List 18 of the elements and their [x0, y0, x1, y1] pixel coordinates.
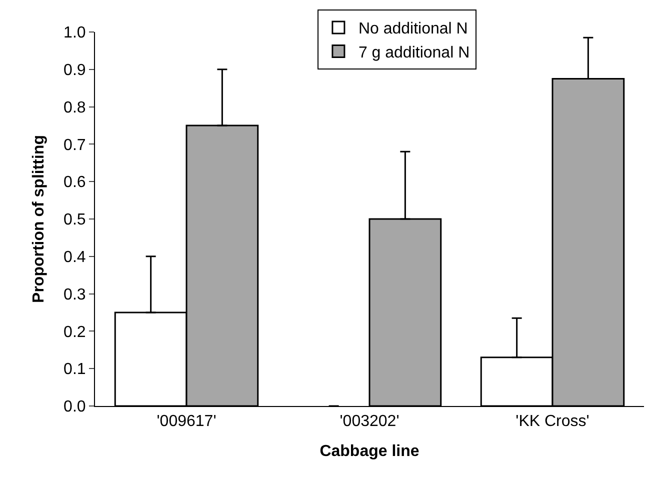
- y-tick-label: 0.7: [64, 136, 86, 154]
- x-axis-title: Cabbage line: [320, 442, 420, 460]
- y-axis-title: Proportion of splitting: [30, 135, 48, 303]
- y-tick-label: 0.0: [64, 398, 86, 416]
- y-tick-label: 0.4: [64, 249, 86, 266]
- y-tick-label: 0.2: [64, 324, 86, 341]
- y-tick-label: 0.6: [64, 174, 86, 192]
- legend-label: No additional N: [358, 20, 468, 38]
- legend-label: 7 g additional N: [358, 44, 470, 62]
- y-tick-label: 0.8: [64, 99, 86, 116]
- y-tick-label: 1.0: [64, 24, 86, 42]
- x-tick-label: '003202': [340, 413, 400, 430]
- x-tick-label: '009617': [156, 413, 216, 430]
- y-tick-label: 0.5: [64, 212, 86, 229]
- x-tick-label: 'KK Cross': [516, 413, 590, 430]
- y-tick-label: 0.1: [64, 361, 86, 378]
- y-tick-label: 0.9: [64, 62, 86, 79]
- y-tick-label: 0.3: [64, 286, 86, 304]
